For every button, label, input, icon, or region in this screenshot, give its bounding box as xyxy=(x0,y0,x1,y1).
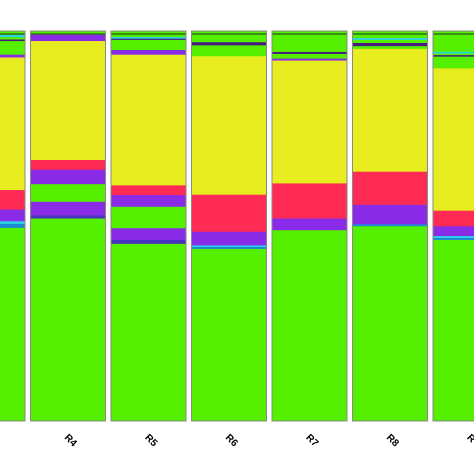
bar-segment xyxy=(433,51,474,54)
bar-segment xyxy=(30,183,106,202)
bar-segment xyxy=(111,206,186,229)
bar-segment xyxy=(191,39,267,43)
bar-border xyxy=(0,30,26,422)
bar-segment xyxy=(191,248,267,422)
bar-segment xyxy=(30,159,106,170)
bar-segment xyxy=(0,189,25,210)
bar-segment xyxy=(352,204,428,225)
bar-segment xyxy=(30,31,106,35)
bar-segment xyxy=(111,49,186,55)
bar-segment xyxy=(433,54,474,57)
bar-segment xyxy=(0,220,25,224)
bar-segment xyxy=(111,227,186,240)
bar-segment xyxy=(272,58,347,61)
bar-border xyxy=(110,30,187,422)
bar-segment xyxy=(272,51,347,54)
bar-border xyxy=(271,30,348,422)
bar-segment xyxy=(111,194,186,207)
x-tick-label: R4 xyxy=(62,432,79,449)
bar-segment xyxy=(30,201,106,216)
x-tick-labels: R4 R5 R6 R7 R8 R xyxy=(62,432,474,449)
bar-segment xyxy=(0,36,25,40)
bar-border xyxy=(30,30,106,422)
bar-segment xyxy=(111,38,186,40)
bar-segment xyxy=(0,39,25,42)
bar-border xyxy=(352,30,428,422)
bar-border xyxy=(432,30,474,422)
bar-segment xyxy=(111,54,186,186)
x-tick-label: R6 xyxy=(223,432,240,449)
bar-segment xyxy=(111,39,186,51)
bar-segment xyxy=(433,56,474,69)
bar-segment xyxy=(0,227,25,422)
bar-segment xyxy=(0,57,25,191)
bar-segment xyxy=(191,41,267,46)
bar-segment xyxy=(30,215,106,219)
bar-segment xyxy=(0,40,25,55)
x-tick-label: R8 xyxy=(384,432,401,449)
bar-segment xyxy=(433,235,474,238)
bar-segment xyxy=(191,245,267,247)
bar-segment xyxy=(272,218,347,231)
bar-segment xyxy=(433,239,474,422)
bar-segment xyxy=(433,210,474,227)
bar-segment xyxy=(191,45,267,57)
bar-segment xyxy=(191,31,267,40)
bar-segment xyxy=(0,54,25,58)
x-tick-label: R xyxy=(464,432,474,445)
bar-segment xyxy=(352,45,428,49)
bar-segment xyxy=(30,218,106,422)
bar-border xyxy=(191,30,267,422)
bar-segment xyxy=(191,246,267,249)
bar-segment xyxy=(352,224,428,227)
bar-segment xyxy=(111,185,186,196)
bar-segment xyxy=(433,68,474,211)
x-tick-label: R5 xyxy=(142,432,159,449)
bar-segment xyxy=(0,223,25,228)
x-tick-label: R7 xyxy=(303,432,320,449)
bar-segment xyxy=(111,243,186,422)
bar-segment xyxy=(0,209,25,222)
bar-segment xyxy=(111,36,186,39)
bar-segment xyxy=(0,31,25,35)
bar-segment xyxy=(272,49,347,52)
bar-segment xyxy=(433,226,474,237)
bar-segment xyxy=(352,42,428,47)
bar-segment xyxy=(272,229,347,422)
bar-segment xyxy=(352,39,428,43)
bar-segment xyxy=(433,31,474,52)
bar-segment xyxy=(111,239,186,244)
bar-segment xyxy=(272,53,347,59)
bar-segment xyxy=(352,48,428,172)
bar-segment xyxy=(352,171,428,205)
bar-segment xyxy=(433,237,474,240)
bar-segment xyxy=(191,231,267,246)
bar-segment xyxy=(272,60,347,184)
bar-segment xyxy=(30,40,106,160)
bar-segment xyxy=(191,55,267,195)
bar-segment xyxy=(30,33,106,42)
bars-group xyxy=(0,30,474,422)
bar-segment xyxy=(30,169,106,185)
bar-segment xyxy=(0,34,25,38)
bar-segment xyxy=(191,194,267,232)
bar-segment xyxy=(352,226,428,422)
bar-segment xyxy=(433,53,474,56)
bar-segment xyxy=(352,38,428,40)
bar-segment xyxy=(272,31,347,50)
bar-segment xyxy=(272,183,347,219)
